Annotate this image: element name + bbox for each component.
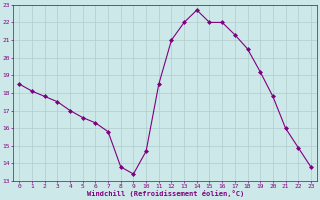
X-axis label: Windchill (Refroidissement éolien,°C): Windchill (Refroidissement éolien,°C) bbox=[86, 190, 244, 197]
